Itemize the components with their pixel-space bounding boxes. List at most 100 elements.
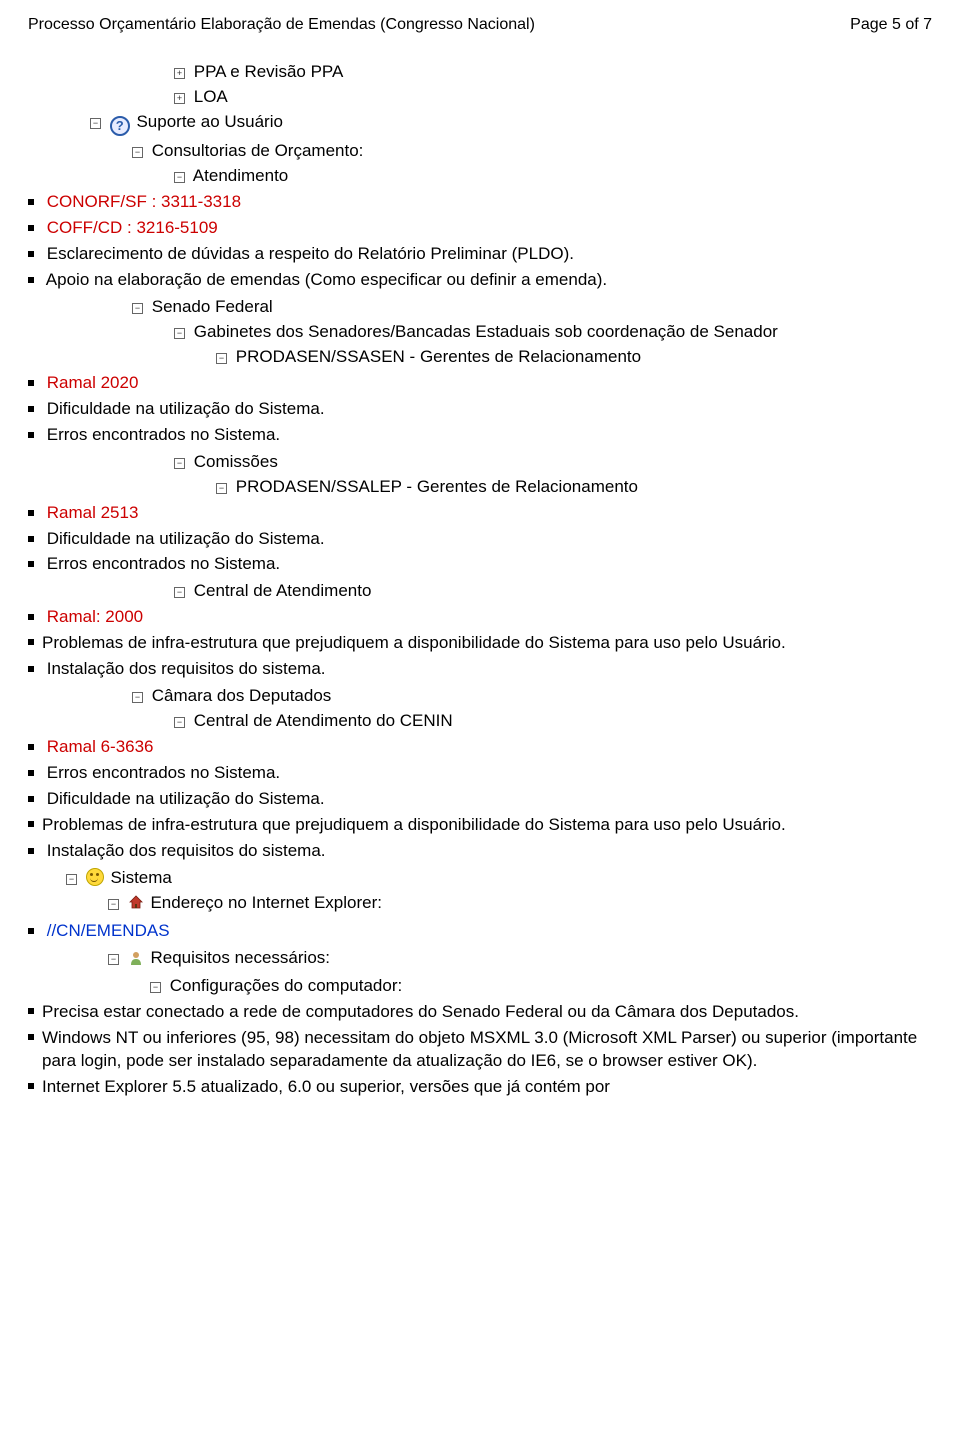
node-gabinetes: Gabinetes dos Senadores/Bancadas Estadua…: [174, 322, 932, 342]
label-requisitos: Requisitos necessários:: [150, 948, 330, 967]
node-camara: Câmara dos Deputados: [132, 686, 932, 706]
text-ramal2513: Ramal 2513: [47, 503, 139, 522]
label-gabinetes: Gabinetes dos Senadores/Bancadas Estadua…: [194, 322, 778, 341]
collapse-icon[interactable]: [216, 483, 227, 494]
node-senado: Senado Federal: [132, 297, 932, 317]
label-cenin: Central de Atendimento do CENIN: [194, 711, 453, 730]
node-central-at: Central de Atendimento: [174, 581, 932, 601]
bullet-erros3: Erros encontrados no Sistema.: [28, 762, 932, 785]
bullet-coff: COFF/CD : 3216-5109: [28, 217, 932, 240]
collapse-icon[interactable]: [174, 458, 185, 469]
help-icon: ?: [110, 116, 130, 136]
text-instalacao2: Instalação dos requisitos do sistema.: [47, 841, 326, 860]
collapse-icon[interactable]: [90, 118, 101, 129]
label-comissoes: Comissões: [194, 452, 278, 471]
collapse-icon[interactable]: [174, 717, 185, 728]
text-erros1: Erros encontrados no Sistema.: [47, 425, 280, 444]
bullet-ie55: Internet Explorer 5.5 atualizado, 6.0 ou…: [28, 1076, 932, 1099]
square-bullet-icon: [28, 639, 34, 645]
collapse-icon[interactable]: [216, 353, 227, 364]
collapse-icon[interactable]: [132, 692, 143, 703]
bullet-precisa: Precisa estar conectado a rede de comput…: [28, 1001, 932, 1024]
node-endereco-ie: Endereço no Internet Explorer:: [108, 893, 932, 915]
collapse-icon[interactable]: [132, 303, 143, 314]
text-coff: COFF/CD : 3216-5109: [47, 218, 218, 237]
expand-icon[interactable]: [174, 93, 185, 104]
collapse-icon[interactable]: [108, 899, 119, 910]
node-sistema: Sistema: [66, 868, 932, 888]
square-bullet-icon: [28, 614, 34, 620]
label-consultorias: Consultorias de Orçamento:: [152, 141, 364, 160]
text-dif2: Dificuldade na utilização do Sistema.: [47, 529, 325, 548]
label-atendimento: Atendimento: [193, 166, 288, 185]
text-erros3: Erros encontrados no Sistema.: [47, 763, 280, 782]
text-apoio: Apoio na elaboração de emendas (Como esp…: [46, 270, 607, 289]
bullet-ramal2513: Ramal 2513: [28, 502, 932, 525]
collapse-icon[interactable]: [174, 172, 185, 183]
text-ramal2020: Ramal 2020: [47, 373, 139, 392]
node-ssasen: PRODASEN/SSASEN - Gerentes de Relacionam…: [216, 347, 932, 367]
bullet-url: //CN/EMENDAS: [28, 920, 932, 943]
bullet-ramal2020: Ramal 2020: [28, 372, 932, 395]
node-suporte: ? Suporte ao Usuário: [90, 112, 932, 136]
label-central-at: Central de Atendimento: [194, 581, 372, 600]
square-bullet-icon: [28, 770, 34, 776]
home-icon: [128, 894, 144, 915]
square-bullet-icon: [28, 666, 34, 672]
square-bullet-icon: [28, 406, 34, 412]
text-dif3: Dificuldade na utilização do Sistema.: [47, 789, 325, 808]
text-windows-nt: Windows NT ou inferiores (95, 98) necess…: [42, 1027, 932, 1073]
collapse-icon[interactable]: [174, 587, 185, 598]
collapse-icon[interactable]: [132, 147, 143, 158]
bullet-ramal2000: Ramal: 2000: [28, 606, 932, 629]
text-precisa: Precisa estar conectado a rede de comput…: [42, 1001, 799, 1024]
label-ppa: PPA e Revisão PPA: [194, 62, 344, 81]
user-icon: [128, 950, 144, 971]
square-bullet-icon: [28, 1008, 34, 1014]
bullet-erros1: Erros encontrados no Sistema.: [28, 424, 932, 447]
node-config-comp: Configurações do computador:: [150, 976, 932, 996]
label-endereco-ie: Endereço no Internet Explorer:: [150, 893, 382, 912]
label-senado: Senado Federal: [152, 297, 273, 316]
bullet-dif2: Dificuldade na utilização do Sistema.: [28, 528, 932, 551]
smiley-icon: [86, 868, 104, 886]
expand-icon[interactable]: [174, 68, 185, 79]
text-esclarecimento: Esclarecimento de dúvidas a respeito do …: [47, 244, 574, 263]
square-bullet-icon: [28, 536, 34, 542]
square-bullet-icon: [28, 225, 34, 231]
page-header: Processo Orçamentário Elaboração de Emen…: [28, 16, 932, 34]
square-bullet-icon: [28, 199, 34, 205]
node-ssalep: PRODASEN/SSALEP - Gerentes de Relacionam…: [216, 477, 932, 497]
bullet-instalacao2: Instalação dos requisitos do sistema.: [28, 840, 932, 863]
bullet-esclarecimento: Esclarecimento de dúvidas a respeito do …: [28, 243, 932, 266]
text-ramal2000: Ramal: 2000: [47, 607, 143, 626]
label-ssasen: PRODASEN/SSASEN - Gerentes de Relacionam…: [236, 347, 641, 366]
text-ramal63636: Ramal 6-3636: [47, 737, 154, 756]
collapse-icon[interactable]: [108, 954, 119, 965]
label-camara: Câmara dos Deputados: [152, 686, 332, 705]
square-bullet-icon: [28, 928, 34, 934]
text-ie55: Internet Explorer 5.5 atualizado, 6.0 ou…: [42, 1076, 610, 1099]
collapse-icon[interactable]: [150, 982, 161, 993]
square-bullet-icon: [28, 561, 34, 567]
square-bullet-icon: [28, 744, 34, 750]
header-title: Processo Orçamentário Elaboração de Emen…: [28, 16, 535, 34]
collapse-icon[interactable]: [174, 328, 185, 339]
square-bullet-icon: [28, 1083, 34, 1089]
node-loa: LOA: [174, 87, 932, 107]
collapse-icon[interactable]: [66, 874, 77, 885]
label-sistema: Sistema: [110, 868, 171, 887]
text-conorf: CONORF/SF : 3311-3318: [47, 192, 241, 211]
text-url: //CN/EMENDAS: [47, 921, 170, 940]
bullet-windows-nt: Windows NT ou inferiores (95, 98) necess…: [28, 1027, 932, 1073]
square-bullet-icon: [28, 277, 34, 283]
text-erros2: Erros encontrados no Sistema.: [47, 554, 280, 573]
bullet-erros2: Erros encontrados no Sistema.: [28, 553, 932, 576]
label-loa: LOA: [194, 87, 228, 106]
text-problemas1: Problemas de infra-estrutura que prejudi…: [42, 632, 786, 655]
bullet-problemas2: Problemas de infra-estrutura que prejudi…: [28, 814, 932, 837]
bullet-apoio: Apoio na elaboração de emendas (Como esp…: [28, 269, 932, 292]
square-bullet-icon: [28, 821, 34, 827]
text-problemas2: Problemas de infra-estrutura que prejudi…: [42, 814, 786, 837]
label-config-comp: Configurações do computador:: [170, 976, 402, 995]
